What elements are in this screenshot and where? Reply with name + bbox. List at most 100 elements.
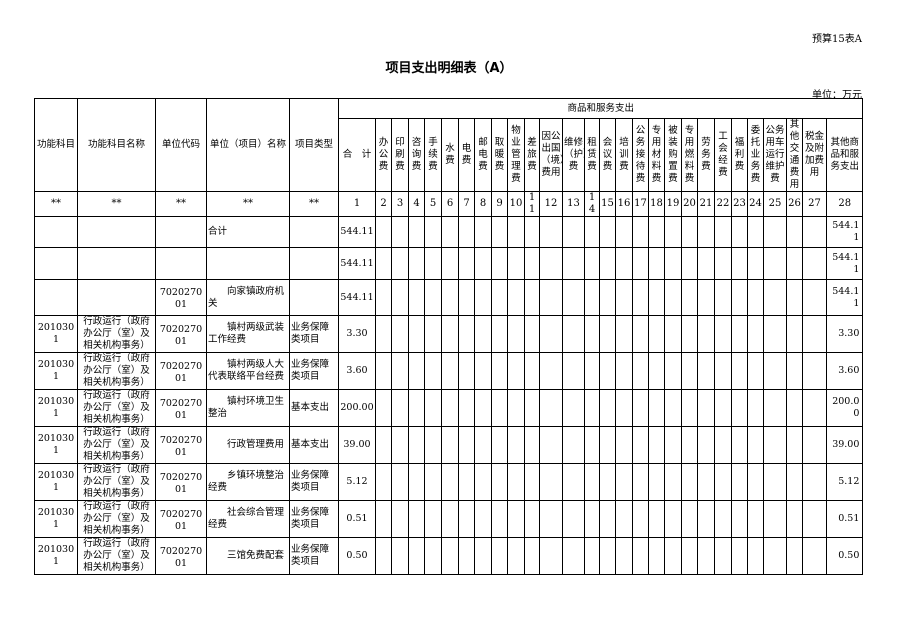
function-name-cell: 行政运行（政府办公厅（室）及相关机构事务） <box>77 500 156 538</box>
empty-cell <box>632 389 649 427</box>
unit-code-cell: 702027001 <box>155 537 207 575</box>
other-goods-services-cell: 544.11 <box>825 279 864 316</box>
empty-cell <box>584 500 600 538</box>
function-name-cell <box>77 247 156 280</box>
empty-cell <box>731 463 748 501</box>
marker-cell: ** <box>155 191 207 217</box>
empty-cell <box>491 500 508 538</box>
empty-cell <box>648 389 665 427</box>
empty-cell <box>697 315 715 353</box>
other-goods-services-cell: 544.11 <box>825 216 864 248</box>
empty-cell <box>507 216 525 248</box>
empty-cell <box>539 389 563 427</box>
other-goods-services-cell: 0.51 <box>825 500 864 538</box>
empty-cell <box>458 463 475 501</box>
empty-cell <box>681 537 698 575</box>
empty-cell <box>648 500 665 538</box>
empty-cell <box>584 426 600 464</box>
empty-cell <box>424 500 442 538</box>
empty-cell <box>697 247 715 280</box>
column-header: 福利费 <box>731 118 748 192</box>
empty-cell <box>747 216 764 248</box>
other-goods-services-cell: 544.11 <box>825 247 864 280</box>
project-type-cell: 业务保障类项目 <box>289 463 339 501</box>
total-cell: 544.11 <box>338 216 376 248</box>
empty-cell <box>375 426 392 464</box>
empty-cell <box>391 216 409 248</box>
empty-cell <box>391 537 409 575</box>
empty-cell <box>763 279 787 316</box>
empty-cell <box>375 352 392 390</box>
column-number: 25 <box>763 191 787 217</box>
empty-cell <box>648 537 665 575</box>
project-type-cell: 业务保障类项目 <box>289 352 339 390</box>
empty-cell <box>584 463 600 501</box>
empty-cell <box>714 247 732 280</box>
empty-cell <box>615 426 633 464</box>
empty-cell <box>458 389 475 427</box>
empty-cell <box>375 247 392 280</box>
empty-cell <box>474 216 492 248</box>
empty-cell <box>507 352 525 390</box>
empty-cell <box>491 279 508 316</box>
empty-cell <box>697 500 715 538</box>
unit-code-cell: 702027001 <box>155 463 207 501</box>
empty-cell <box>786 537 803 575</box>
marker-cell: ** <box>206 191 290 217</box>
table-row: 2010301 行政运行（政府办公厅（室）及相关机构事务） 702027001 镇村两… <box>34 352 864 390</box>
empty-cell <box>391 279 409 316</box>
function-code-cell <box>34 216 78 248</box>
table-row: 2010301 行政运行（政府办公厅（室）及相关机构事务） 702027001 镇村两… <box>34 315 864 353</box>
empty-cell <box>408 216 425 248</box>
empty-cell <box>408 352 425 390</box>
empty-cell <box>664 247 682 280</box>
empty-cell <box>664 537 682 575</box>
empty-cell <box>441 500 459 538</box>
empty-cell <box>697 426 715 464</box>
column-header: 其他商品和服务支出 <box>825 118 864 192</box>
project-type-cell: 业务保障类项目 <box>289 315 339 353</box>
empty-cell <box>375 216 392 248</box>
empty-cell <box>441 389 459 427</box>
empty-cell <box>697 216 715 248</box>
project-type-cell: 业务保障类项目 <box>289 500 339 538</box>
column-header: 合 计 <box>338 118 376 192</box>
empty-cell <box>747 537 764 575</box>
empty-cell <box>584 279 600 316</box>
total-cell: 0.50 <box>338 537 376 575</box>
empty-cell <box>458 500 475 538</box>
empty-cell <box>539 216 563 248</box>
empty-cell <box>697 279 715 316</box>
function-name-cell: 行政运行（政府办公厅（室）及相关机构事务） <box>77 352 156 390</box>
empty-cell <box>763 247 787 280</box>
empty-cell <box>681 315 698 353</box>
column-number: 19 <box>664 191 682 217</box>
column-number: 27 <box>802 191 827 217</box>
other-goods-services-cell: 0.50 <box>825 537 864 575</box>
project-type-cell: 基本支出 <box>289 426 339 464</box>
form-number: 预算15表A <box>812 34 862 45</box>
empty-cell <box>441 463 459 501</box>
empty-cell <box>763 426 787 464</box>
function-name-cell: 行政运行（政府办公厅（室）及相关机构事务） <box>77 389 156 427</box>
empty-cell <box>391 389 409 427</box>
empty-cell <box>458 426 475 464</box>
empty-cell <box>664 216 682 248</box>
table-row: 702027001 向家镇政府机关 544.11 544.11 <box>34 279 864 316</box>
empty-cell <box>458 279 475 316</box>
table-row: 2010301 行政运行（政府办公厅（室）及相关机构事务） 702027001 乡镇环… <box>34 463 864 501</box>
header-row-group: 功能科目 功能科目名称 单位代码 单位（项目）名称 项目类型 商品和服务支出 <box>34 98 864 192</box>
empty-cell <box>681 279 698 316</box>
empty-cell <box>731 279 748 316</box>
empty-cell <box>507 463 525 501</box>
column-number: 16 <box>615 191 633 217</box>
empty-cell <box>562 537 585 575</box>
empty-cell <box>441 315 459 353</box>
empty-cell <box>491 352 508 390</box>
empty-cell <box>375 389 392 427</box>
empty-cell <box>539 247 563 280</box>
unit-name-cell: 镇村两级武装工作经费 <box>206 315 290 353</box>
empty-cell <box>458 247 475 280</box>
empty-cell <box>424 426 442 464</box>
function-code-cell: 2010301 <box>34 426 78 464</box>
